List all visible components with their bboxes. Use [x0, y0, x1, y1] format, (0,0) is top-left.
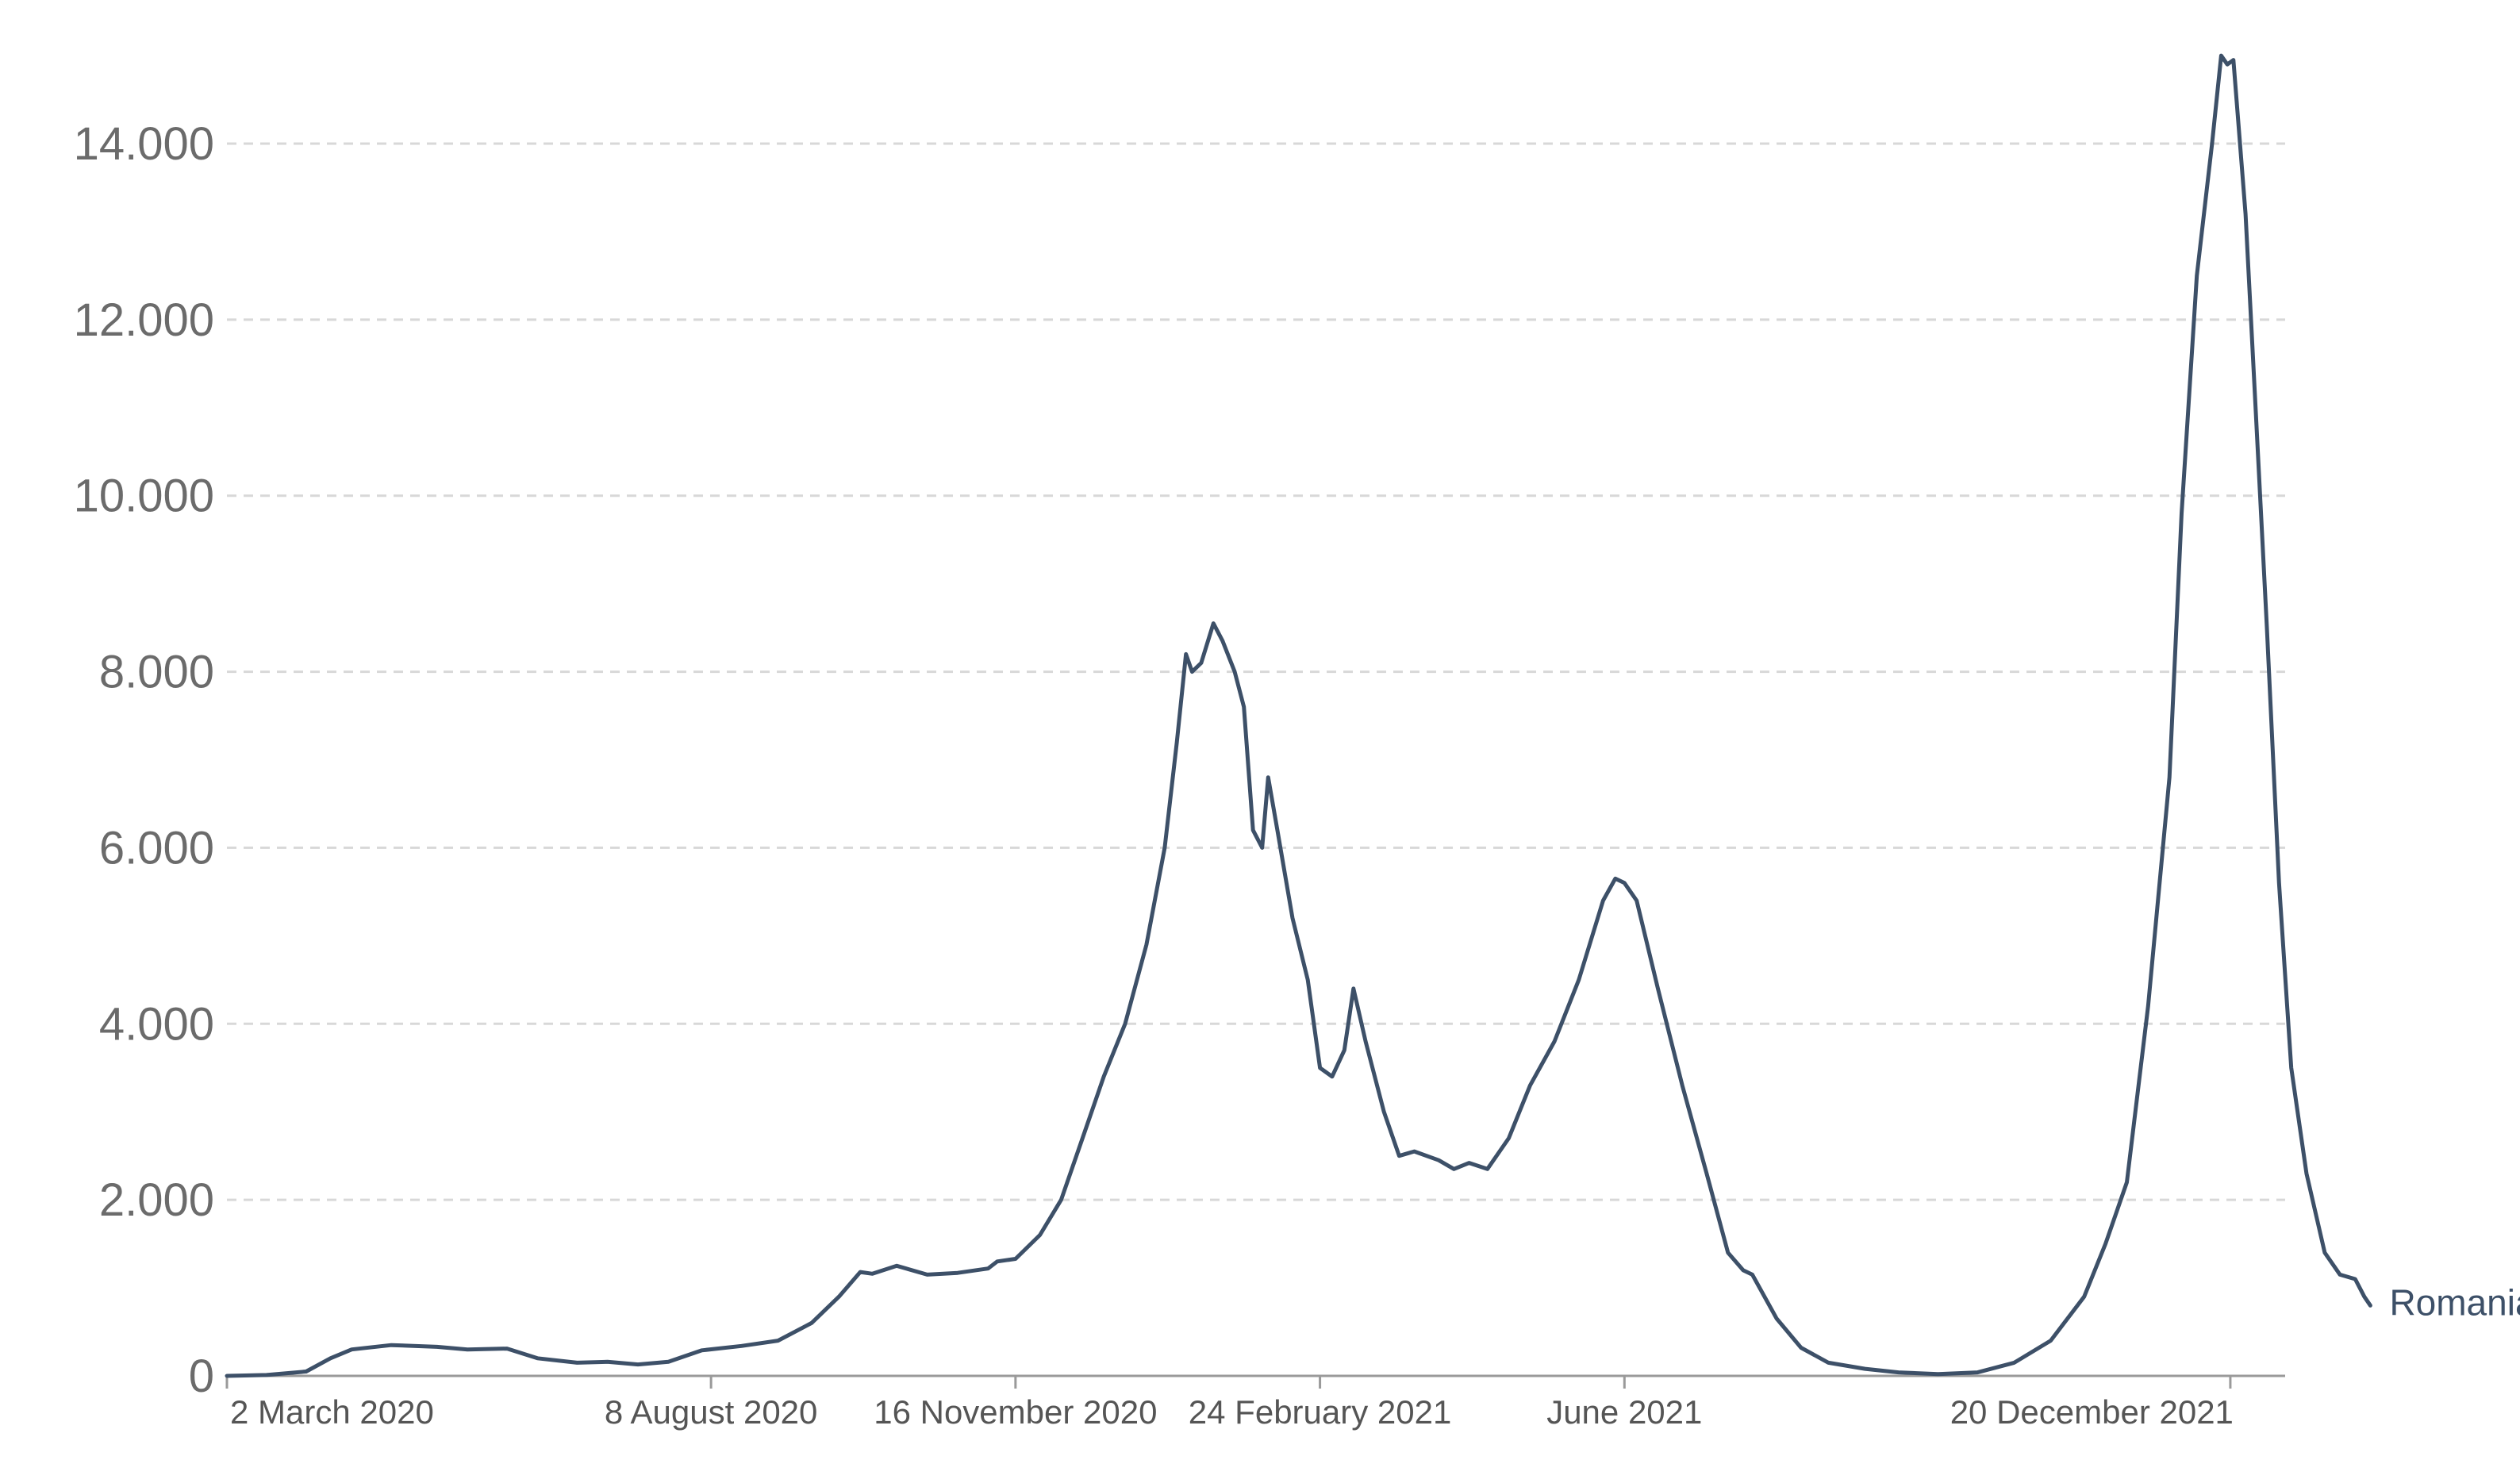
gridlines: [227, 142, 2285, 1201]
y-tick-label: 4.000: [99, 998, 214, 1050]
y-tick-label: 10.000: [74, 471, 214, 522]
x-axis-ticks: 2 March 2020 8 August 2020 16 November 202…: [225, 1376, 2234, 1431]
x-tick-label: 24 February 2021: [1189, 1393, 1452, 1431]
y-tick-label: 6.000: [99, 822, 214, 874]
x-tick-label: 2 March 2020: [230, 1393, 434, 1431]
y-tick-label: 8.000: [99, 647, 214, 698]
x-tick-label: June 2021: [1546, 1393, 1702, 1431]
x-tick-label: 20 December 2021: [1950, 1393, 2234, 1431]
y-tick-label: 14.000: [74, 118, 214, 170]
y-axis-ticks: 0 2.000 4.000 6.000 8.000 10.000 12.000 14.000: [74, 118, 214, 1402]
series-label-romania: Romania: [2389, 1281, 2520, 1323]
series-line-romania: [225, 53, 2372, 1378]
x-tick-label: 8 August 2020: [605, 1393, 818, 1431]
y-tick-label: 2.000: [99, 1174, 214, 1226]
y-tick-label: 12.000: [74, 294, 214, 346]
y-tick-label: 0: [189, 1350, 214, 1402]
x-tick-label: 16 November 2020: [874, 1393, 1157, 1431]
